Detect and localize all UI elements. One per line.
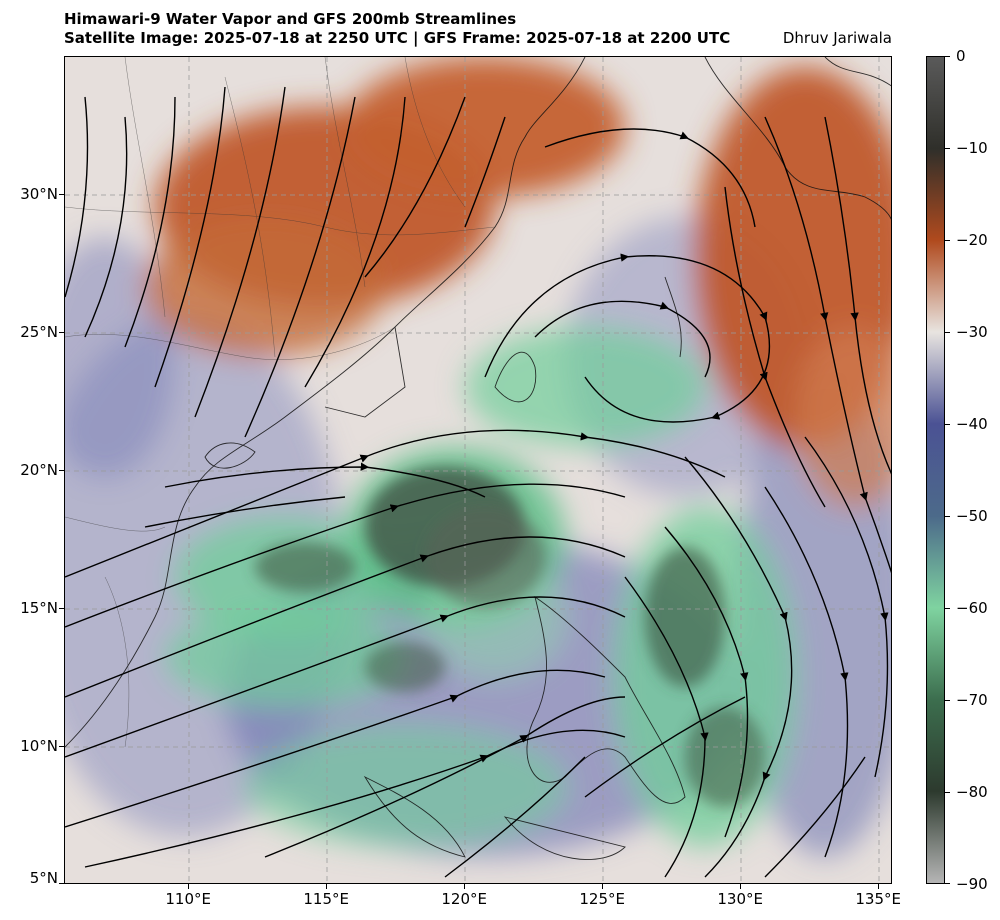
lon-tick-label: 130°E <box>717 890 763 908</box>
colorbar-tick-label: −20 <box>956 231 988 249</box>
colorbar-tick-label: −30 <box>956 323 988 341</box>
lon-tick <box>188 884 190 889</box>
lat-tick-label: 15°N <box>20 599 58 617</box>
lon-tick <box>878 884 880 889</box>
colorbar-tick <box>945 516 950 517</box>
colorbar-tick <box>945 700 950 701</box>
colorbar <box>926 56 945 884</box>
lat-tick <box>59 608 64 609</box>
colorbar-tick-label: −80 <box>956 783 988 801</box>
colorbar-tick <box>945 240 950 241</box>
colorbar-tick-label: −50 <box>956 507 988 525</box>
colorbar-tick-label: −10 <box>956 139 988 157</box>
lon-tick-label: 125°E <box>579 890 625 908</box>
lat-tick-label: 10°N <box>20 737 58 755</box>
lat-tick <box>59 746 64 747</box>
water-vapor-map <box>64 56 892 884</box>
lat-tick-label: 25°N <box>20 323 58 341</box>
lon-tick <box>326 884 328 889</box>
colorbar-tick <box>945 424 950 425</box>
colorbar-tick <box>945 883 950 884</box>
lon-tick-label: 120°E <box>441 890 487 908</box>
colorbar-tick <box>945 608 950 609</box>
colorbar-tick-label: −40 <box>956 415 988 433</box>
lon-tick-label: 115°E <box>303 890 349 908</box>
coastlines <box>65 57 891 860</box>
lon-tick-label: 135°E <box>855 890 901 908</box>
lat-tick <box>59 332 64 333</box>
lat-tick-label: 20°N <box>20 461 58 479</box>
colorbar-tick <box>945 56 950 57</box>
colorbar-tick <box>945 148 950 149</box>
lat-tick <box>59 883 64 884</box>
province-borders <box>65 57 496 748</box>
colorbar-tick-label: 0 <box>956 47 966 65</box>
colorbar-tick <box>945 792 950 793</box>
lat-tick-label: 5°N <box>29 869 58 887</box>
colorbar-tick <box>945 332 950 333</box>
author-credit: Dhruv Jariwala <box>782 29 892 47</box>
gridlines <box>65 57 891 883</box>
lon-tick <box>464 884 466 889</box>
streamlines <box>65 86 891 878</box>
lat-tick-label: 30°N <box>20 185 58 203</box>
chart-title: Himawari-9 Water Vapor and GFS 200mb Str… <box>64 10 517 28</box>
chart-subtitle: Satellite Image: 2025-07-18 at 2250 UTC … <box>64 29 731 47</box>
lon-tick <box>740 884 742 889</box>
lon-tick-label: 110°E <box>165 890 211 908</box>
colorbar-tick-label: −60 <box>956 599 988 617</box>
lat-tick <box>59 194 64 195</box>
lat-tick <box>59 470 64 471</box>
colorbar-tick-label: −70 <box>956 691 988 709</box>
colorbar-tick-label: −90 <box>956 875 988 893</box>
lon-tick <box>602 884 604 889</box>
